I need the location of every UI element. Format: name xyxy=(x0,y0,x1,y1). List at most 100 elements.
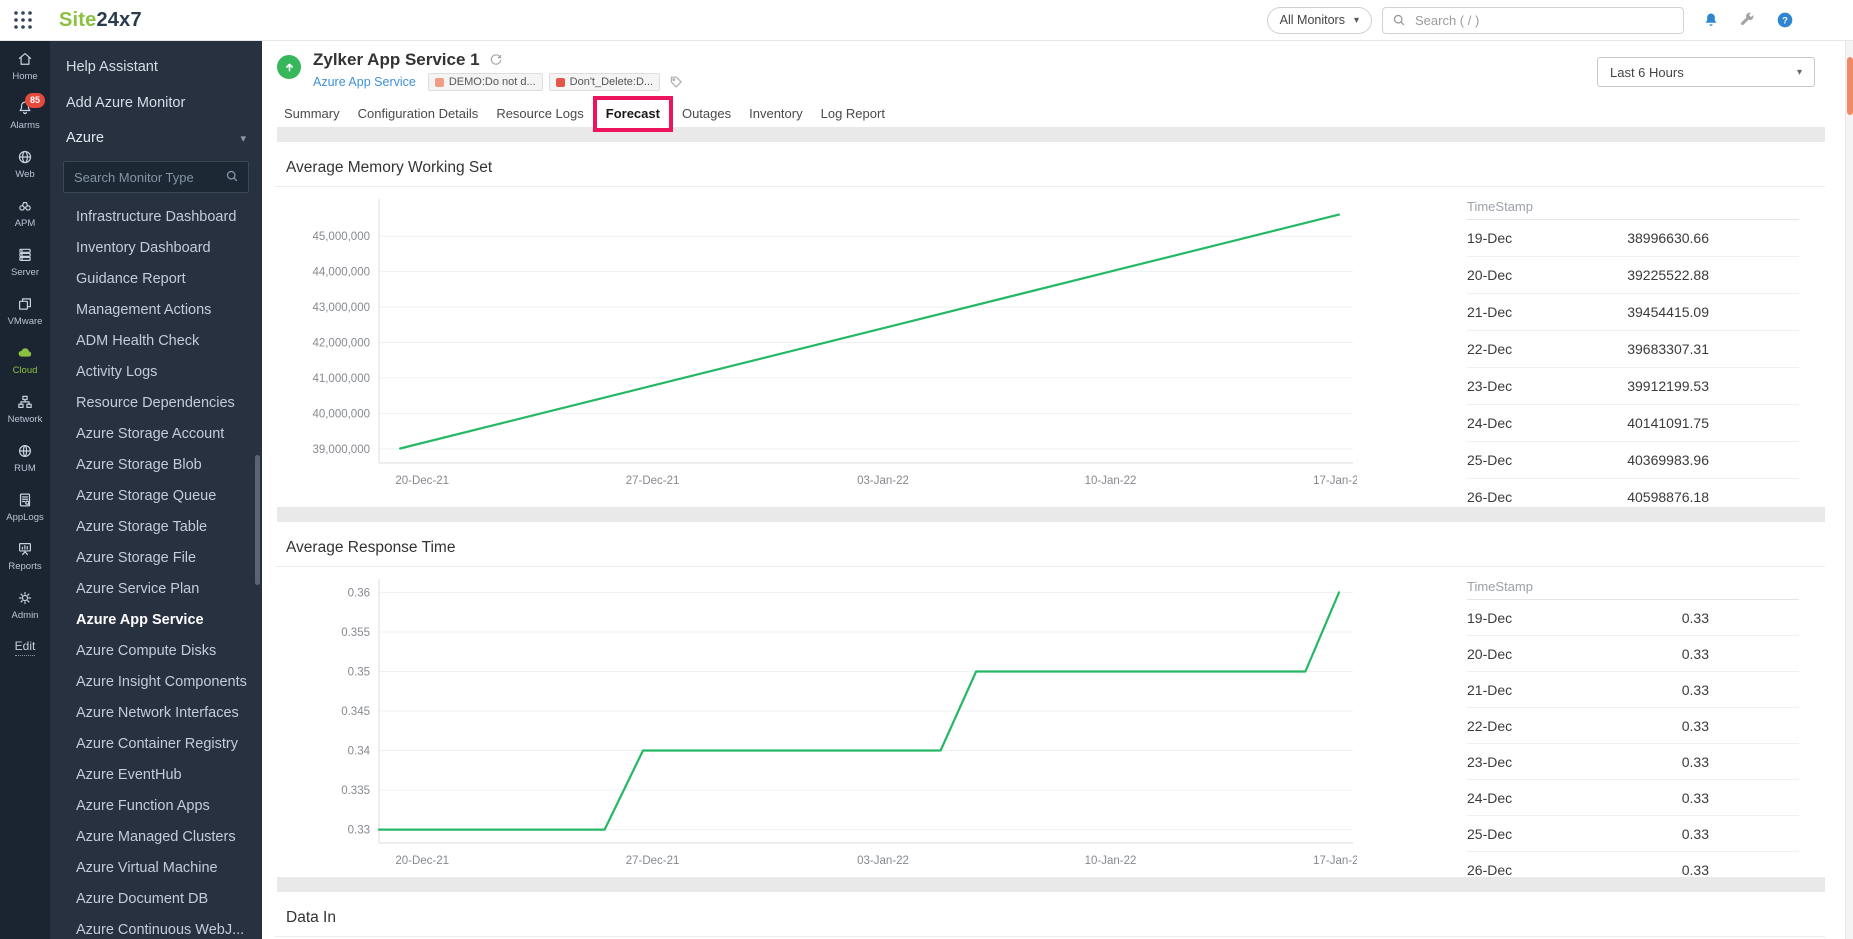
tag-chip[interactable]: DEMO:Do not d... xyxy=(427,73,543,91)
monitor-subrow: Azure App Service DEMO:Do not d... Don't_… xyxy=(313,73,684,91)
sidebar-item-infrastructure-dashboard[interactable]: Infrastructure Dashboard xyxy=(76,208,237,225)
value-cell: 0.33 xyxy=(1681,753,1709,770)
tab-forecast[interactable]: Forecast xyxy=(605,105,660,121)
svg-text:17-Jan-22: 17-Jan-22 xyxy=(1313,855,1357,867)
sidebar-scrollbar-thumb[interactable] xyxy=(255,455,260,585)
help-icon[interactable]: ? xyxy=(1775,10,1795,30)
response-time-chart: 0.33 0.335 0.34 0.345 0.35 0.355 0.36 20-Dec-21… xyxy=(277,567,1825,877)
rail-item-cloud[interactable]: Cloud xyxy=(0,336,50,384)
monitor-filter-dropdown[interactable]: All Monitors ▾ xyxy=(1266,6,1372,34)
sidebar-item-azure-app-service[interactable]: Azure App Service xyxy=(76,611,204,628)
tab-inventory[interactable]: Inventory xyxy=(749,106,803,121)
tab-resource-logs[interactable]: Resource Logs xyxy=(496,106,584,121)
sidebar-item-azure-compute-disks[interactable]: Azure Compute Disks xyxy=(76,642,217,659)
svg-text:0.335: 0.335 xyxy=(341,785,370,797)
rail-item-network[interactable]: Network xyxy=(0,385,50,433)
rail-item-label: Server xyxy=(11,267,39,278)
sidebar-item-azure-network-interfaces[interactable]: Azure Network Interfaces xyxy=(76,704,239,721)
announcements-icon[interactable] xyxy=(1701,10,1721,30)
timestamp-cell: 26-Dec xyxy=(1467,861,1513,878)
sidebar-item-azure-eventhub[interactable]: Azure EventHub xyxy=(76,766,182,783)
svg-text:44,000,000: 44,000,000 xyxy=(312,267,370,279)
table-header: TimeStamp xyxy=(1467,194,1799,220)
svg-text:27-Dec-21: 27-Dec-21 xyxy=(626,855,680,867)
response-time-card: Average Response Time 0.33 0.335 0.34 0.345… xyxy=(275,522,1825,877)
sidebar-item-management-actions[interactable]: Management Actions xyxy=(76,301,212,318)
sidebar-item-azure-managed-clusters[interactable]: Azure Managed Clusters xyxy=(76,828,236,845)
value-cell: 40369983.96 xyxy=(1627,452,1709,468)
rail-item-applogs[interactable]: AppLogs xyxy=(0,483,50,531)
value-cell: 39912199.53 xyxy=(1627,378,1709,394)
sidebar-item-guidance-report[interactable]: Guidance Report xyxy=(76,270,186,287)
svg-text:42,000,000: 42,000,000 xyxy=(312,338,370,350)
page-scrollbar[interactable] xyxy=(1845,41,1853,939)
sidebar-item-azure-storage-queue[interactable]: Azure Storage Queue xyxy=(76,487,217,504)
svg-text:0.35: 0.35 xyxy=(348,666,370,678)
rail-item-web[interactable]: Web xyxy=(0,140,50,188)
rail-item-label: AppLogs xyxy=(6,512,44,523)
sidebar-section-azure[interactable]: Azure ▾ xyxy=(50,121,262,155)
sidebar-item-azure-container-registry[interactable]: Azure Container Registry xyxy=(76,735,238,752)
tag-chip[interactable]: Don't_Delete:D... xyxy=(548,73,661,91)
page-scrollbar-thumb[interactable] xyxy=(1847,57,1853,115)
sidebar-item-help-assistant[interactable]: Help Assistant xyxy=(50,49,262,85)
monitor-type-search-input[interactable] xyxy=(63,161,249,193)
tab-log-report[interactable]: Log Report xyxy=(820,106,885,121)
sidebar: Help Assistant Add Azure Monitor Azure ▾… xyxy=(50,41,262,939)
rail-item-label: Web xyxy=(15,169,35,180)
tools-wrench-icon[interactable] xyxy=(1738,10,1758,30)
sidebar-item-azure-storage-blob[interactable]: Azure Storage Blob xyxy=(76,456,202,473)
rail-item-server[interactable]: Server xyxy=(0,238,50,286)
table-row: 20-Dec 0.33 xyxy=(1467,636,1799,672)
rail-item-apm[interactable]: APM xyxy=(0,189,50,237)
rail-item-reports[interactable]: Reports xyxy=(0,532,50,580)
tag-label: Don't_Delete:D... xyxy=(569,76,654,88)
tag-color-swatch xyxy=(434,77,444,87)
sidebar-item-add-azure-monitor[interactable]: Add Azure Monitor xyxy=(50,85,262,121)
rail-item-rum[interactable]: RUM xyxy=(0,434,50,482)
tab-summary[interactable]: Summary xyxy=(284,106,340,121)
timestamp-cell: 21-Dec xyxy=(1467,681,1513,698)
table-row: 26-Dec 0.33 xyxy=(1467,852,1799,878)
refresh-icon[interactable] xyxy=(488,52,504,68)
sidebar-item-azure-storage-file[interactable]: Azure Storage File xyxy=(76,549,197,566)
rail-item-edit[interactable]: Edit xyxy=(14,639,36,656)
apps-grid-icon[interactable] xyxy=(13,10,33,30)
sidebar-item-azure-storage-account[interactable]: Azure Storage Account xyxy=(76,425,225,442)
chevron-down-icon: ▾ xyxy=(1353,14,1359,26)
svg-text:40,000,000: 40,000,000 xyxy=(312,408,370,420)
forecast-tab-annotation[interactable]: Forecast xyxy=(592,95,673,132)
apm-icon xyxy=(16,197,34,215)
sidebar-item-azure-service-plan[interactable]: Azure Service Plan xyxy=(76,580,200,597)
sidebar-item-activity-logs[interactable]: Activity Logs xyxy=(76,363,158,380)
sidebar-item-azure-virtual-machine[interactable]: Azure Virtual Machine xyxy=(76,859,218,876)
table-row: 19-Dec 38996630.66 xyxy=(1467,220,1799,257)
sidebar-item-resource-dependencies[interactable]: Resource Dependencies xyxy=(76,394,235,411)
sidebar-item-azure-storage-table[interactable]: Azure Storage Table xyxy=(76,518,208,535)
sidebar-item-azure-function-apps[interactable]: Azure Function Apps xyxy=(76,797,210,814)
rail-item-admin[interactable]: Admin xyxy=(0,581,50,629)
monitor-type-link[interactable]: Azure App Service xyxy=(313,75,416,89)
rail-item-label: RUM xyxy=(14,463,36,474)
tab-configuration-details[interactable]: Configuration Details xyxy=(357,106,479,121)
sidebar-item-azure-insight-components[interactable]: Azure Insight Components xyxy=(76,673,247,690)
value-cell: 0.33 xyxy=(1681,609,1709,626)
search-input[interactable] xyxy=(1382,6,1684,34)
site24x7-logo[interactable]: Site24x7 xyxy=(59,9,142,32)
value-cell: 38996630.66 xyxy=(1627,230,1709,246)
tag-icon[interactable] xyxy=(668,74,684,90)
sidebar-item-azure-document-db[interactable]: Azure Document DB xyxy=(76,890,209,907)
rail-item-vmware[interactable]: VMware xyxy=(0,287,50,335)
sidebar-item-adm-health-check[interactable]: ADM Health Check xyxy=(76,332,200,349)
time-range-dropdown[interactable]: Last 6 Hours ▾ xyxy=(1597,57,1815,87)
sidebar-item-azure-continuous-webj[interactable]: Azure Continuous WebJ... xyxy=(76,921,245,938)
monitor-header: Zylker App Service 1 Azure App Service D… xyxy=(262,41,1845,100)
rail-item-alarms[interactable]: 85 Alarms xyxy=(0,91,50,139)
tab-outages[interactable]: Outages xyxy=(681,106,732,121)
svg-text:45,000,000: 45,000,000 xyxy=(312,231,370,243)
rail-item-home[interactable]: Home xyxy=(0,42,50,90)
rail-item-label: Alarms xyxy=(10,120,40,131)
value-cell: 39454415.09 xyxy=(1627,304,1709,320)
sidebar-item-inventory-dashboard[interactable]: Inventory Dashboard xyxy=(76,239,211,256)
table-row: 19-Dec 0.33 xyxy=(1467,600,1799,636)
